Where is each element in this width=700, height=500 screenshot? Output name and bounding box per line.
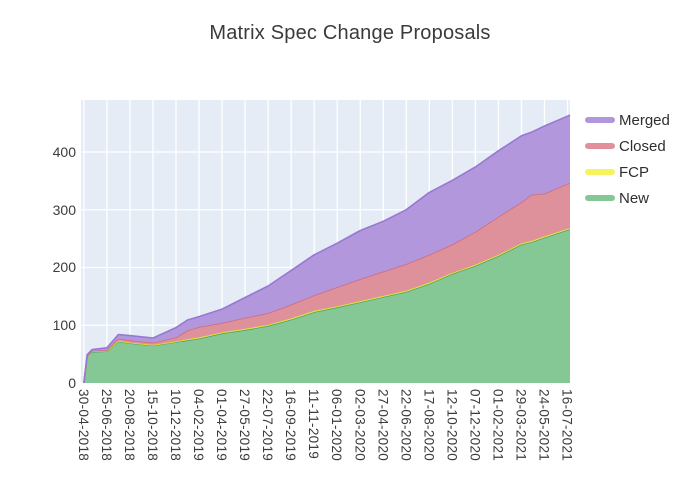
x-tick-label: 20-08-2018 xyxy=(121,389,137,462)
x-tick-label: 07-12-2020 xyxy=(467,389,483,462)
y-tick-label: 300 xyxy=(52,201,76,218)
x-tick-label: 01-04-2019 xyxy=(214,389,230,462)
x-tick-label: 12-10-2020 xyxy=(444,389,460,462)
legend-item-closed[interactable]: Closed xyxy=(585,133,670,159)
x-tick-label: 15-10-2018 xyxy=(144,389,160,462)
x-tick-label: 17-08-2020 xyxy=(421,389,437,462)
y-tick-label: 100 xyxy=(52,317,76,334)
legend-item-new[interactable]: New xyxy=(585,185,670,211)
legend-swatch-closed-icon xyxy=(585,143,615,149)
x-tick-label: 25-06-2018 xyxy=(98,389,114,462)
x-tick-label: 22-07-2019 xyxy=(260,389,276,462)
line-series-merged xyxy=(83,114,571,384)
x-tick-label: 22-06-2020 xyxy=(398,389,414,462)
legend-swatch-new-icon xyxy=(585,195,615,201)
x-tick-label: 29-03-2021 xyxy=(513,389,529,462)
legend-label-closed: Closed xyxy=(619,137,666,155)
legend-swatch-fcp-icon xyxy=(585,169,615,175)
area-series-new[interactable] xyxy=(83,229,571,383)
legend: Merged Closed FCP New xyxy=(585,107,670,211)
x-tick-label: 27-04-2020 xyxy=(375,389,391,462)
x-tick-label: 06-01-2020 xyxy=(329,389,345,462)
y-tick-label: 200 xyxy=(52,259,76,276)
y-tick-label: 0 xyxy=(68,375,76,391)
legend-item-merged[interactable]: Merged xyxy=(585,107,670,133)
x-tick-label: 11-11-2019 xyxy=(306,389,322,460)
y-tick-label: 400 xyxy=(52,143,76,160)
x-tick-label: 24-05-2021 xyxy=(536,389,552,462)
x-tick-label: 10-12-2018 xyxy=(168,389,183,462)
x-tick-label: 02-03-2020 xyxy=(352,389,368,462)
legend-swatch-merged-icon xyxy=(585,117,615,123)
x-tick-label: 30-04-2018 xyxy=(75,389,91,462)
x-tick-label: 04-02-2019 xyxy=(191,389,207,462)
chart-title: Matrix Spec Change Proposals xyxy=(209,22,491,44)
x-tick-label: 16-07-2021 xyxy=(559,389,575,462)
area-series-closed[interactable] xyxy=(83,183,571,383)
legend-label-fcp: FCP xyxy=(619,163,649,181)
legend-label-new: New xyxy=(619,189,650,207)
x-tick-label: 27-05-2019 xyxy=(237,389,253,462)
x-tick-label: 16-09-2019 xyxy=(283,389,299,462)
legend-item-fcp[interactable]: FCP xyxy=(585,159,670,185)
x-tick-label: 01-02-2021 xyxy=(490,389,506,462)
legend-label-merged: Merged xyxy=(619,111,670,129)
